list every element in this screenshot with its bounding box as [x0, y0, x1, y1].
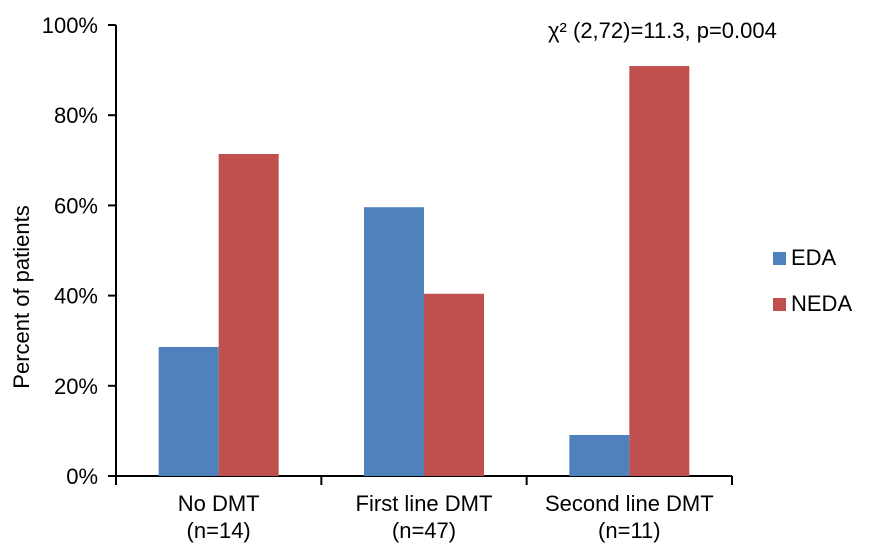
- x-axis: No DMT(n=14) First line DMT(n=47) Second l…: [115, 475, 733, 543]
- bar-neda: [629, 66, 690, 476]
- x-tick-label: No DMT: [178, 491, 260, 516]
- y-axis-label: Percent of patients: [9, 205, 34, 388]
- x-tick-label: First line DMT: [356, 491, 493, 516]
- legend-label-eda: EDA: [791, 245, 837, 270]
- x-tick-label: Second line DMT: [545, 491, 714, 516]
- y-tick-label: 80%: [54, 103, 98, 128]
- bar-eda: [569, 434, 630, 476]
- bars: [158, 66, 690, 477]
- y-tick-label: 40%: [54, 284, 98, 309]
- legend-label-neda: NEDA: [791, 291, 852, 316]
- legend-swatch-neda: [773, 298, 786, 311]
- chi-square-annotation: χ² (2,72)=11.3, p=0.004: [548, 18, 777, 43]
- y-tick-label: 0%: [66, 464, 98, 489]
- y-axis: 0% 20% 40% 60% 80% 100%: [42, 13, 117, 489]
- bar-eda: [364, 207, 424, 477]
- y-tick-label: 60%: [54, 193, 98, 218]
- x-tick-label: (n=11): [598, 518, 661, 543]
- y-tick-label: 20%: [54, 374, 98, 399]
- x-tick-label: (n=14): [187, 518, 251, 543]
- bar-neda: [424, 293, 484, 476]
- bar-eda: [158, 347, 219, 476]
- legend-swatch-eda: [773, 252, 786, 265]
- bar-neda: [218, 153, 279, 476]
- y-tick-label: 100%: [42, 13, 98, 38]
- legend: EDA NEDA: [773, 245, 852, 316]
- x-tick-label: (n=47): [392, 518, 456, 543]
